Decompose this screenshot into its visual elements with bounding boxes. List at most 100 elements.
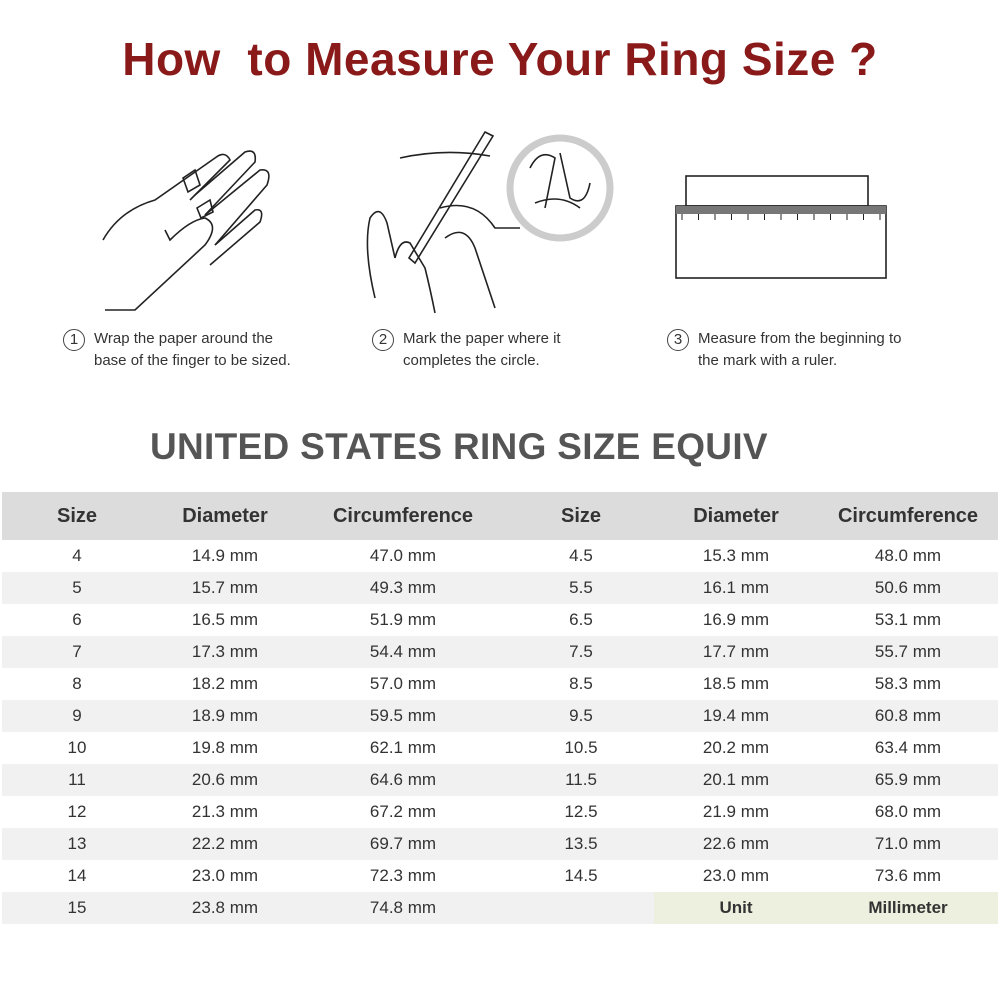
table-cell: 71.0 mm — [874, 834, 942, 853]
table-cell: 4 — [72, 546, 82, 565]
table-cell: 9.5 — [569, 706, 593, 725]
column-header: Circumference — [837, 504, 979, 527]
step-number-badge: 3 — [667, 329, 689, 351]
table-cell: 5 — [72, 578, 82, 597]
table-cell: 15.7 mm — [191, 578, 259, 597]
table-cell: 23.8 mm — [191, 898, 259, 917]
table-cell: 18.9 mm — [191, 706, 259, 725]
hand-pen-mark-illustration — [366, 130, 614, 314]
column-header: Diameter — [182, 504, 268, 527]
step-text-line: base of the finger to be sized. — [94, 352, 291, 369]
table-cell: 14.9 mm — [191, 546, 259, 565]
table-cell: 17.7 mm — [702, 642, 770, 661]
step-text-line: Mark the paper where it — [403, 330, 561, 347]
ruler-paper-illustration — [675, 175, 887, 279]
table-cell: 6 — [72, 610, 82, 629]
table-cell: 69.7 mm — [369, 834, 437, 853]
table-cell: 74.8 mm — [369, 898, 437, 917]
table-cell: 60.8 mm — [874, 706, 942, 725]
step-text-line: Measure from the beginning to — [698, 330, 902, 347]
table-cell: 50.6 mm — [874, 578, 942, 597]
table-header-row: Size Diameter Circumference Size Diameter Cir… — [2, 492, 998, 540]
table-cell: 11.5 — [565, 770, 597, 789]
step-3: 3 Measure from the beginning to the mark … — [667, 328, 901, 372]
table-cell: 8 — [72, 674, 82, 693]
table-cell: 23.0 mm — [702, 866, 770, 885]
table-cell: 73.6 mm — [874, 866, 942, 885]
table-cell: 54.4 mm — [369, 642, 437, 661]
table-cell: 59.5 mm — [369, 706, 437, 725]
table-cell: 62.1 mm — [369, 738, 437, 757]
column-header: Circumference — [332, 504, 474, 527]
table-cell: 13 — [67, 834, 87, 853]
step-text-line: Wrap the paper around the — [94, 330, 274, 347]
table-row: 9 18.9 mm 59.5 mm 9.5 19.4 mm 60.8 mm — [2, 700, 998, 732]
column-header: Size — [560, 504, 602, 527]
step-1: 1 Wrap the paper around the base of the f… — [63, 328, 291, 372]
table-cell: 47.0 mm — [369, 546, 437, 565]
table-cell: 18.2 mm — [191, 674, 259, 693]
table-cell: 16.1 mm — [702, 578, 770, 597]
table-cell: 65.9 mm — [874, 770, 942, 789]
table-cell: 9 — [72, 706, 82, 725]
table-cell: 67.2 mm — [369, 802, 437, 821]
table-cell: 22.6 mm — [702, 834, 770, 853]
table-cell: 72.3 mm — [369, 866, 437, 885]
table-row: 12 21.3 mm 67.2 mm 12.5 21.9 mm 68.0 mm — [2, 796, 998, 828]
page-title: How to Measure Your Ring Size ? — [122, 33, 878, 85]
unit-label: Unit — [654, 892, 818, 924]
table-cell: 15.3 mm — [702, 546, 770, 565]
table-cell: 15 — [67, 898, 87, 917]
table-cell: 4.5 — [569, 546, 593, 565]
table-cell: 22.2 mm — [191, 834, 259, 853]
table-row: 4 14.9 mm 47.0 mm 4.5 15.3 mm 48.0 mm — [2, 540, 998, 572]
section-heading: UNITED STATES RING SIZE EQUIV — [150, 426, 768, 467]
table-cell: 21.9 mm — [702, 802, 770, 821]
table-row: 15 23.8 mm 74.8 mm Unit Millimeter — [2, 892, 998, 924]
table-row: 10 19.8 mm 62.1 mm 10.5 20.2 mm 63.4 mm — [2, 732, 998, 764]
table-cell: 10 — [67, 738, 87, 757]
table-row: 7 17.3 mm 54.4 mm 7.5 17.7 mm 55.7 mm — [2, 636, 998, 668]
table-cell: 19.4 mm — [702, 706, 770, 725]
table-cell: 6.5 — [569, 610, 593, 629]
table-row: 5 15.7 mm 49.3 mm 5.5 16.1 mm 50.6 mm — [2, 572, 998, 604]
table-cell: 11 — [68, 770, 86, 789]
step-2: 2 Mark the paper where it completes the c… — [372, 328, 561, 372]
table-row: 14 23.0 mm 72.3 mm 14.5 23.0 mm 73.6 mm — [2, 860, 998, 892]
table-cell: 8.5 — [569, 674, 593, 693]
column-header: Size — [56, 504, 98, 527]
step-number-badge: 1 — [63, 329, 85, 351]
table-cell: 21.3 mm — [191, 802, 259, 821]
table-cell: 23.0 mm — [191, 866, 259, 885]
table-cell: 5.5 — [569, 578, 593, 597]
table-cell: 13.5 — [564, 834, 598, 853]
table-cell: 16.9 mm — [702, 610, 770, 629]
table-cell: 14.5 — [564, 866, 598, 885]
table-cell: 20.1 mm — [702, 770, 770, 789]
unit-value: Millimeter — [818, 892, 998, 924]
table-cell: 57.0 mm — [369, 674, 437, 693]
table-cell: 49.3 mm — [369, 578, 437, 597]
table-cell: 16.5 mm — [191, 610, 259, 629]
table-cell: 68.0 mm — [874, 802, 942, 821]
table-cell: 12 — [67, 802, 87, 821]
table-cell: 7.5 — [569, 642, 593, 661]
step-number-badge: 2 — [372, 329, 394, 351]
table-cell: 12.5 — [564, 802, 598, 821]
table-cell: 55.7 mm — [874, 642, 942, 661]
table-cell: 14 — [67, 866, 87, 885]
table-row: 11 20.6 mm 64.6 mm 11.5 20.1 mm 65.9 mm — [2, 764, 998, 796]
ring-size-table: Size Diameter Circumference Size Diameter Cir… — [2, 492, 998, 924]
table-cell: 64.6 mm — [369, 770, 437, 789]
table-cell: 20.2 mm — [702, 738, 770, 757]
table-cell: 63.4 mm — [874, 738, 942, 757]
table-row: 6 16.5 mm 51.9 mm 6.5 16.9 mm 53.1 mm — [2, 604, 998, 636]
table-row: 13 22.2 mm 69.7 mm 13.5 22.6 mm 71.0 mm — [2, 828, 998, 860]
table-cell: 18.5 mm — [702, 674, 770, 693]
column-header: Diameter — [693, 504, 779, 527]
table-cell: 51.9 mm — [369, 610, 437, 629]
table-cell — [508, 892, 654, 924]
table-cell: 20.6 mm — [191, 770, 259, 789]
table-cell: 53.1 mm — [874, 610, 942, 629]
step-text-line: the mark with a ruler. — [698, 352, 838, 369]
